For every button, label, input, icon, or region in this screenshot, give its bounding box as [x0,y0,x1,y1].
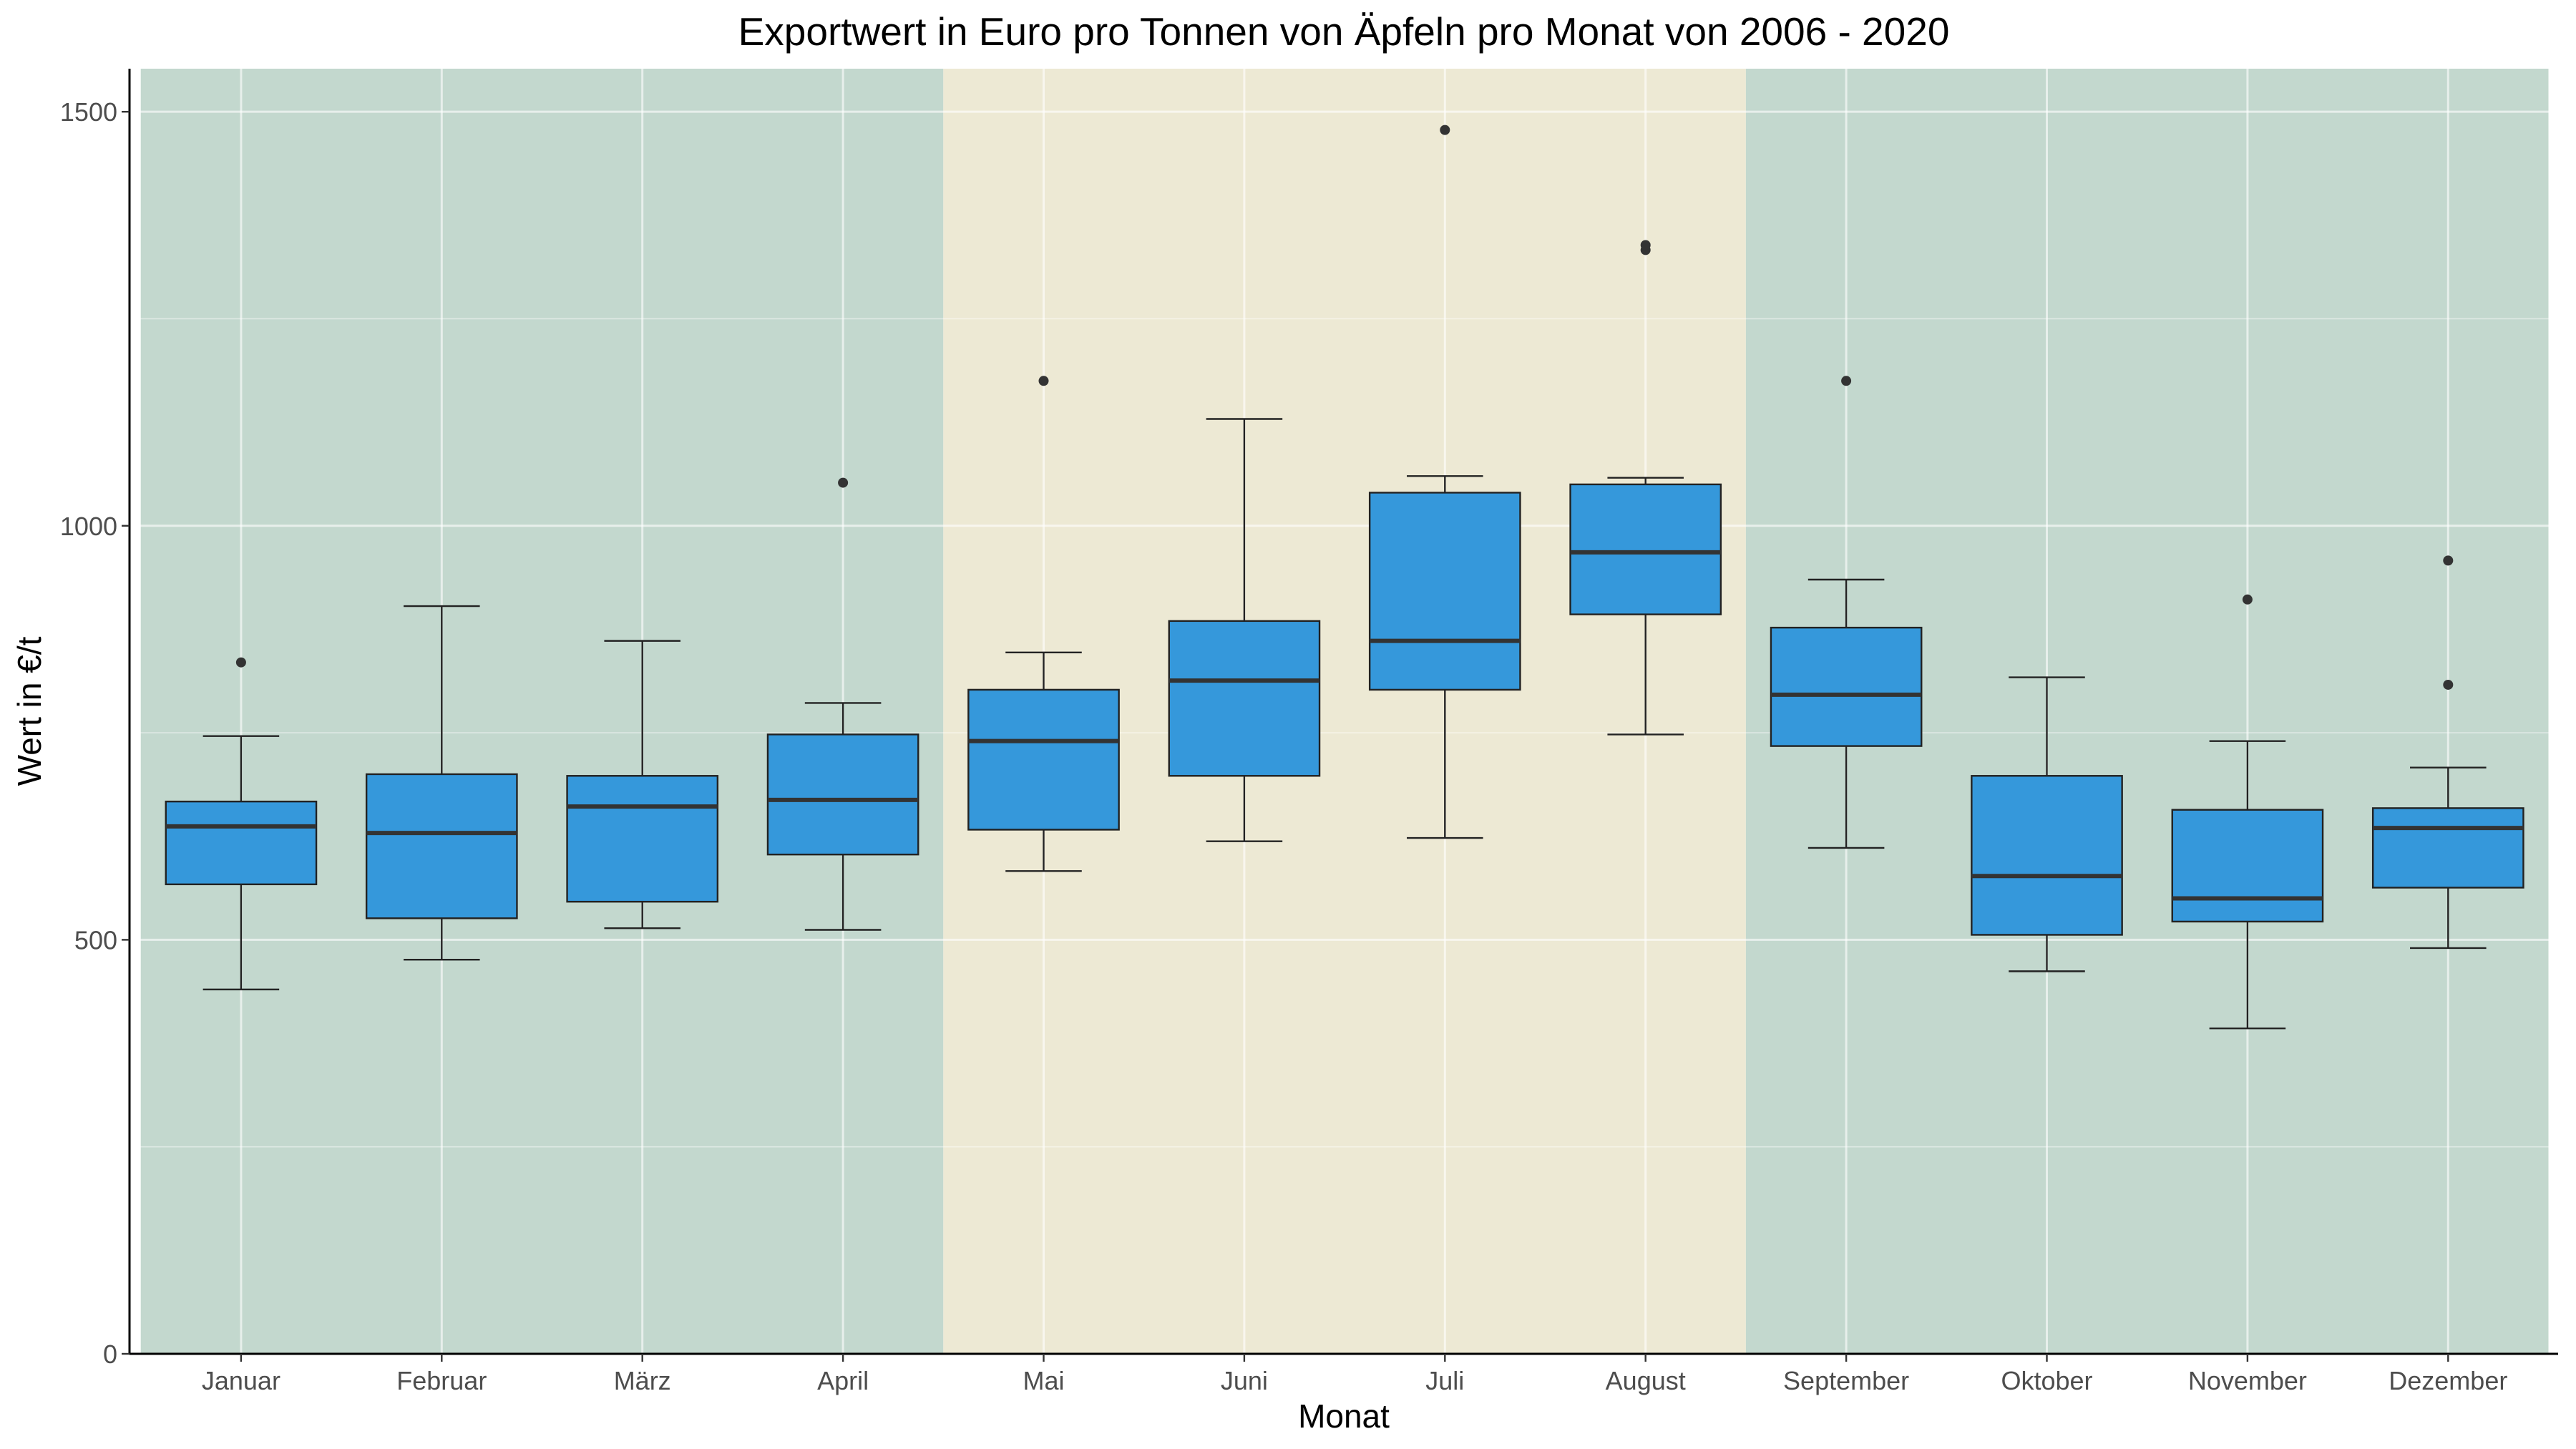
box-11 [2171,809,2324,923]
chart-title: Exportwert in Euro pro Tonnen von Äpfeln… [738,9,1950,54]
x-tick-label-3: März [614,1366,671,1395]
x-axis-title: Monat [1298,1397,1390,1435]
box-7 [1368,492,1521,691]
y-axis-title: Wert in €/t [11,636,48,786]
box-12 [2371,807,2524,889]
x-tick-label-4: April [817,1366,869,1395]
outlier-point-9-1 [1841,376,1852,386]
x-tick-label-6: Juni [1221,1366,1268,1395]
y-tick-label-4: 1500 [60,97,117,127]
background-bands [140,69,2549,1354]
box-6 [1168,620,1321,777]
box-1 [165,800,318,886]
x-tick-label-10: Oktober [2001,1366,2092,1395]
box-group-12 [2371,555,2524,950]
box-group-2 [365,605,518,961]
box-8 [1569,483,1722,615]
x-tick-label-5: Mai [1023,1366,1064,1395]
box-5 [967,688,1120,831]
box-group-5 [967,376,1120,872]
x-tick-label-11: November [2188,1366,2307,1395]
box-group-10 [1971,676,2123,972]
boxplots [165,125,2524,1030]
x-tick-label-12: Dezember [2389,1366,2507,1395]
box-group-9 [1770,376,1923,849]
outlier-point-7-1 [1440,125,1450,135]
x-tick-label-7: Juli [1425,1366,1464,1395]
outlier-point-8-2 [1640,240,1651,250]
box-10 [1971,775,2123,936]
background-band-1 [140,69,944,1354]
box-group-8 [1569,240,1722,736]
box-4 [766,733,919,856]
x-tick-label-9: September [1783,1366,1909,1395]
outlier-point-11-1 [2242,594,2253,605]
box-group-4 [766,477,919,931]
outlier-point-12-2 [2443,555,2454,566]
x-tick-label-2: Februar [396,1366,487,1395]
outlier-point-4-1 [838,477,849,488]
box-group-11 [2171,594,2324,1030]
axis-ticks: 0 500 1000 1500 Januar Februar März April Mai Jun… [60,97,2507,1395]
y-tick-label-2: 500 [74,925,117,955]
box-group-6 [1168,418,1321,842]
outlier-point-5-1 [1038,376,1049,386]
box-3 [566,775,719,903]
box-group-1 [165,657,318,991]
y-tick-label-3: 1000 [60,512,117,541]
outlier-point-12-1 [2443,679,2454,690]
box-9 [1770,626,1923,747]
outlier-point-1-1 [235,657,246,668]
box-group-7 [1368,125,1521,839]
box-2 [365,773,518,919]
y-tick-label-1: 0 [103,1340,117,1369]
x-tick-label-1: Januar [202,1366,280,1395]
x-tick-label-8: August [1606,1366,1686,1395]
axes [128,69,2558,1355]
box-group-3 [566,640,719,930]
